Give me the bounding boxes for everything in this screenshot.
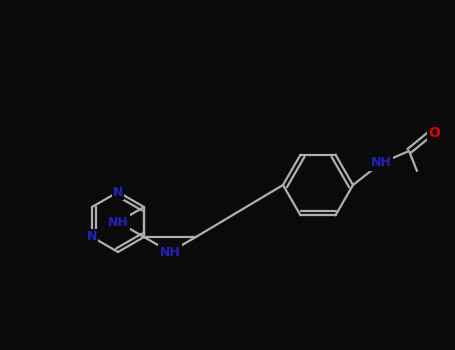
- Text: N: N: [87, 231, 97, 244]
- Text: NH: NH: [371, 156, 391, 169]
- Text: O: O: [428, 126, 440, 140]
- Text: NH: NH: [108, 216, 128, 229]
- Text: N: N: [113, 186, 123, 198]
- Text: NH: NH: [160, 245, 180, 259]
